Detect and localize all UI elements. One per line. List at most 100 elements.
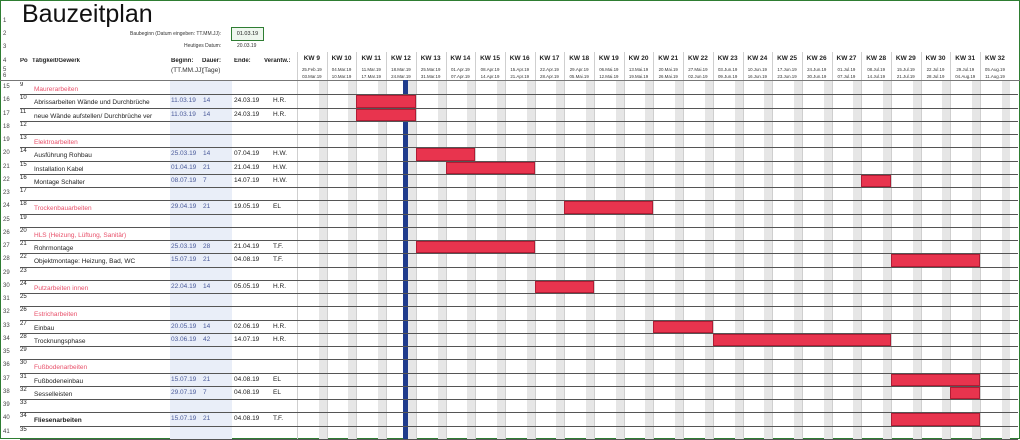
gantt-bar[interactable]: [891, 373, 981, 386]
week-divider: [742, 52, 744, 439]
row-pos: 35: [20, 426, 27, 433]
row-task: Fußbodenarbeiten: [34, 364, 88, 372]
row-dauer[interactable]: 21: [203, 415, 211, 423]
row-beginn[interactable]: 25.03.19: [171, 150, 197, 158]
row-number: 35: [3, 349, 10, 355]
row-verantw: H.W.: [273, 150, 288, 158]
week-label: KW 21: [658, 55, 679, 62]
row-dauer[interactable]: 7: [203, 176, 207, 184]
week-start-date: 25.Mar.19: [420, 67, 441, 72]
row-number: 21: [3, 163, 10, 170]
row-dauer[interactable]: 14: [203, 97, 211, 105]
week-end-date: 23.Jun.19: [777, 74, 797, 79]
row-pos: 13: [20, 135, 27, 141]
row-divider: [20, 226, 1018, 228]
baubeginn-input[interactable]: 01.03.19: [231, 27, 264, 41]
row-beginn[interactable]: 29.07.19: [171, 388, 197, 396]
row-dauer[interactable]: 14: [203, 110, 211, 118]
row-beginn[interactable]: 08.07.19: [171, 176, 197, 184]
gantt-bar[interactable]: [861, 174, 891, 187]
row-divider: [20, 306, 1018, 308]
row-dauer[interactable]: 21: [203, 375, 211, 383]
row-beginn[interactable]: 29.04.19: [171, 203, 197, 211]
row-pos: 18: [20, 201, 27, 208]
gantt-bar[interactable]: [712, 333, 891, 346]
week-end-date: 04.Aug.19: [955, 74, 976, 79]
row-pos: 19: [20, 214, 27, 221]
week-divider: [534, 52, 536, 439]
gantt-bar[interactable]: [415, 148, 476, 161]
gantt-bar[interactable]: [445, 161, 535, 174]
row-dauer[interactable]: 28: [203, 243, 211, 250]
week-divider: [326, 52, 328, 439]
row-verantw: H.R.: [273, 97, 286, 105]
row-dauer[interactable]: 14: [203, 282, 211, 290]
week-label: KW 18: [569, 55, 590, 62]
row-dauer[interactable]: 21: [203, 163, 211, 171]
weekend-shade: [407, 80, 416, 439]
row-beginn[interactable]: 15.07.19: [171, 375, 197, 383]
row-task: Einbau: [34, 324, 55, 332]
row-beginn[interactable]: 25.03.19: [171, 243, 197, 250]
row-dauer[interactable]: 21: [203, 203, 211, 211]
weekend-shade: [793, 80, 802, 439]
row-beginn[interactable]: 03.06.19: [171, 335, 197, 343]
header-beginn: Beginn:: [171, 58, 194, 64]
gantt-bar[interactable]: [653, 320, 713, 333]
weekend-shade: [437, 80, 446, 439]
row-ende: 04.08.19: [234, 415, 260, 423]
gantt-bar[interactable]: [564, 201, 654, 214]
row-dauer[interactable]: 21: [203, 256, 211, 264]
row-beginn[interactable]: 15.07.19: [171, 415, 197, 423]
week-start-date: 29.Apr.19: [569, 67, 589, 72]
week-end-date: 09.Jun.19: [717, 74, 738, 79]
row-dauer[interactable]: 14: [203, 150, 211, 158]
gantt-bar[interactable]: [356, 95, 416, 108]
week-divider: [564, 52, 566, 439]
row-number: 40: [3, 415, 10, 422]
week-label: KW 22: [688, 55, 708, 62]
gantt-bar[interactable]: [950, 386, 981, 399]
gantt-bar[interactable]: [891, 413, 981, 426]
row-verantw: EL: [273, 388, 281, 396]
row-beginn[interactable]: 20.05.19: [171, 322, 197, 330]
week-label: KW 14: [450, 55, 471, 62]
gantt-bar[interactable]: [415, 241, 535, 254]
gantt-bar[interactable]: [891, 254, 981, 267]
row-ende: 04.08.19: [234, 256, 260, 264]
row-divider: [20, 385, 1018, 387]
week-label: KW 28: [866, 55, 887, 62]
row-number: 3: [3, 44, 7, 50]
row-beginn[interactable]: 11.03.19: [171, 110, 196, 118]
week-divider: [594, 52, 595, 439]
row-pos: 32: [20, 386, 27, 393]
week-label: KW 30: [925, 55, 946, 62]
row-divider: [20, 240, 1018, 241]
week-end-date: 07.Jul.19: [837, 74, 856, 79]
row-beginn[interactable]: 01.04.19: [171, 163, 197, 171]
week-end-date: 24.Mar.19: [391, 74, 411, 79]
row-ende: 21.04.19: [234, 163, 260, 171]
week-start-date: 20.Mai.19: [658, 67, 678, 72]
week-end-date: 10.Mar.19: [331, 74, 352, 79]
week-start-date: 01.Apr.19: [450, 67, 470, 72]
row-pos: 15: [20, 161, 27, 168]
row-dauer[interactable]: 14: [203, 322, 211, 330]
gantt-bar[interactable]: [534, 280, 594, 293]
week-divider: [950, 52, 952, 439]
row-pos: 33: [20, 400, 27, 406]
row-beginn[interactable]: 22.04.19: [171, 282, 197, 290]
week-start-date: 15.Apr.19: [510, 67, 530, 72]
row-number: 34: [3, 335, 10, 342]
row-number: 23: [3, 190, 10, 196]
row-beginn[interactable]: 11.03.19: [171, 97, 196, 105]
row-task: Elektroarbeiten: [34, 139, 78, 146]
row-dauer[interactable]: 42: [203, 335, 211, 343]
week-start-date: 18.Mar.19: [391, 67, 411, 72]
row-divider: [20, 213, 1018, 215]
row-beginn[interactable]: 15.07.19: [171, 256, 197, 264]
row-number: 26: [3, 229, 10, 236]
row-ende: 14.07.19: [234, 176, 260, 184]
gantt-bar[interactable]: [356, 108, 416, 121]
row-dauer[interactable]: 7: [203, 388, 207, 396]
